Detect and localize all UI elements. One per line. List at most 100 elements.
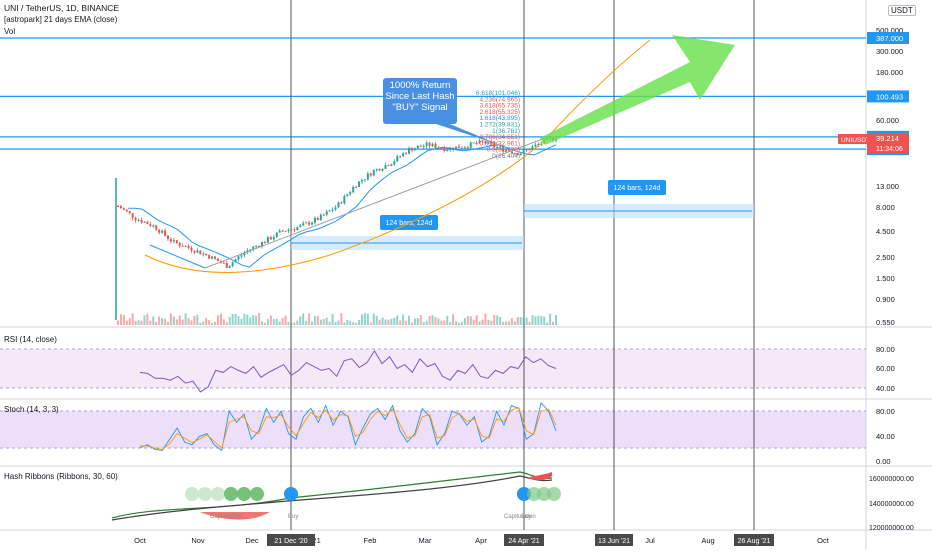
candle-body xyxy=(413,148,416,151)
volume-bar xyxy=(437,318,440,325)
volume-bar xyxy=(466,316,469,325)
stoch-title[interactable]: Stoch (14, 3, 3) xyxy=(4,405,59,414)
volume-bar xyxy=(128,318,131,325)
volume-bar xyxy=(358,319,361,325)
capitulation-label: Capitulation xyxy=(210,514,242,520)
candle-body xyxy=(152,225,155,227)
volume-bar xyxy=(519,316,522,325)
candle-body xyxy=(434,143,437,149)
time-marker-badge xyxy=(504,534,544,546)
candle-body xyxy=(466,147,469,149)
candle-body xyxy=(178,243,181,246)
candle-body xyxy=(313,218,316,223)
candle-body xyxy=(187,246,190,248)
price-tick: 300.000 xyxy=(876,47,903,56)
volume-bar xyxy=(228,316,231,325)
time-tick: Dec xyxy=(245,536,259,545)
volume-bar xyxy=(346,319,349,325)
candle-body xyxy=(131,213,134,218)
candle-body xyxy=(305,222,308,224)
buy-label: Buy xyxy=(288,514,298,520)
candle-body xyxy=(378,168,381,171)
candle-body xyxy=(405,153,408,155)
volume-bar xyxy=(416,318,419,325)
rsi-band xyxy=(0,349,866,388)
volume-bar xyxy=(281,317,284,325)
volume-bar xyxy=(343,322,346,325)
candle-body xyxy=(175,240,178,244)
candle-body xyxy=(402,153,405,157)
volume-bar xyxy=(275,318,278,325)
volume-bar xyxy=(434,317,437,325)
candle-body xyxy=(272,237,275,240)
volume-bar xyxy=(510,318,513,325)
time-tick: Aug xyxy=(701,536,714,545)
volume-bar xyxy=(311,321,314,325)
candle-body xyxy=(360,180,363,182)
parabolic-curve xyxy=(144,39,651,273)
candle-body xyxy=(496,146,499,148)
candle-body xyxy=(269,237,272,240)
callout-line-1: 1000% Return xyxy=(389,80,451,91)
volume-bar xyxy=(381,317,384,325)
candle-body xyxy=(419,145,422,147)
volume-bar xyxy=(199,322,202,325)
volume-bar xyxy=(302,313,305,325)
price-level-badge-text: 387.000 xyxy=(876,34,903,43)
price-tick: 4.500 xyxy=(876,227,895,236)
candle-body xyxy=(252,246,255,250)
candle-body xyxy=(214,256,217,259)
time-marker-text: 26 Aug '21 xyxy=(738,538,771,545)
fib-level-label: 0.786(34.651) xyxy=(480,134,520,141)
capitulation-area xyxy=(528,472,552,481)
candle-body xyxy=(528,149,531,151)
volume-bar xyxy=(505,321,508,325)
candle-body xyxy=(340,202,343,204)
volume-bar xyxy=(152,316,155,325)
price-tick: 60.000 xyxy=(876,116,899,125)
volume-bar xyxy=(219,313,222,325)
volume-bar xyxy=(290,322,293,325)
currency-label[interactable]: USDT xyxy=(888,5,916,16)
volume-bar xyxy=(340,313,343,325)
candle-body xyxy=(481,140,484,142)
price-level-badge xyxy=(867,90,909,103)
fib-level-label: 2.618(55.325) xyxy=(480,109,520,116)
rsi-title[interactable]: RSI (14, close) xyxy=(4,335,57,344)
volume-bar xyxy=(525,317,528,325)
volume-bar xyxy=(313,315,316,325)
candle-body xyxy=(416,145,419,149)
volume-bar xyxy=(522,317,525,325)
callout-line-3: "BUY" Signal xyxy=(392,102,448,113)
volume-bar xyxy=(117,320,119,325)
volume-bar xyxy=(513,321,516,325)
rsi-tick: 40.00 xyxy=(876,384,895,393)
volume-bar xyxy=(284,315,287,325)
volume-bar xyxy=(243,313,246,325)
volume-bar xyxy=(269,315,272,325)
candle-body xyxy=(363,179,366,181)
volume-bar xyxy=(355,322,358,325)
volume-bar xyxy=(413,318,416,325)
symbol-title: UNI / TetherUS, 1D, BINANCE xyxy=(4,3,120,13)
volume-bar xyxy=(369,322,372,325)
hash-tick: 160000000.00 xyxy=(869,476,914,483)
volume-bar xyxy=(475,315,478,325)
volume-indicator-title[interactable]: Vol xyxy=(4,27,16,36)
price-tick: 0.550 xyxy=(876,318,895,327)
volume-bar xyxy=(472,319,475,325)
hash-ribbons-title[interactable]: Hash Ribbons (Ribbons, 30, 60) xyxy=(4,472,118,481)
buy-label: Buy xyxy=(521,514,531,520)
hash-ribbon-fast xyxy=(111,471,553,519)
time-marker-text: 21 Dec '20 xyxy=(274,538,307,545)
volume-bar xyxy=(463,318,466,325)
ema-indicator-title[interactable]: [astropark] 21 days EMA (close) xyxy=(4,15,118,24)
volume-bar xyxy=(211,322,214,325)
candle-body xyxy=(255,245,258,247)
candle-body xyxy=(399,156,402,158)
candle-body xyxy=(422,146,425,148)
price-tick: 8.000 xyxy=(876,203,895,212)
price-tick: 180.000 xyxy=(876,68,903,77)
